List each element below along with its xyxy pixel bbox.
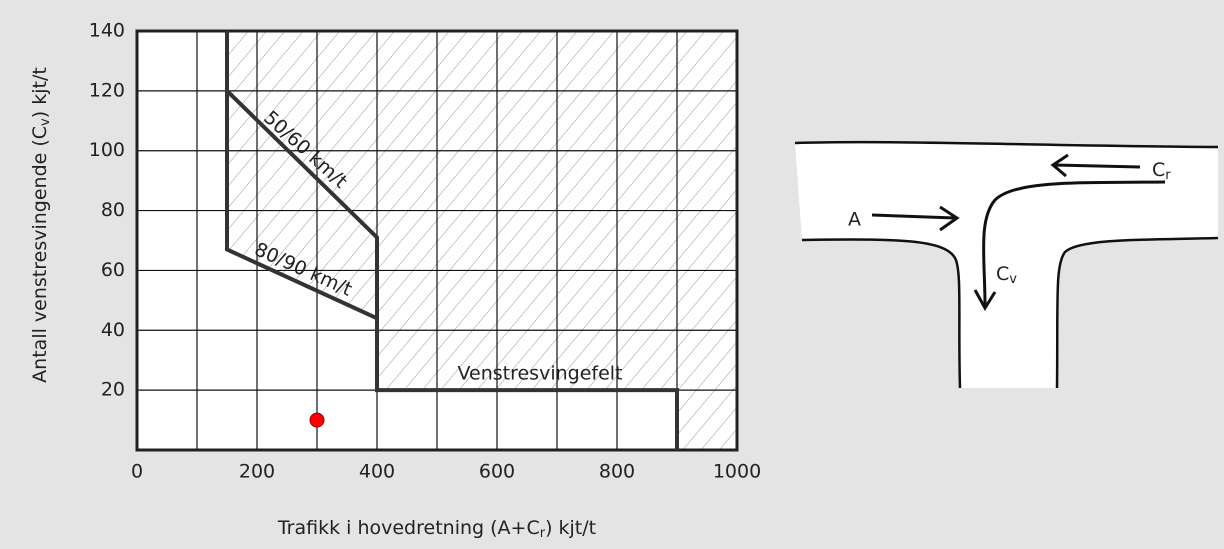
y-tick-label: 80 — [101, 199, 125, 221]
x-tick-label: 800 — [599, 461, 635, 483]
x-label-text: Trafikk i hovedretning (A+C — [277, 517, 540, 539]
x-axis-label: Trafikk i hovedretning (A+Cr) kjt/t — [277, 517, 596, 541]
x-tick-label: 400 — [359, 461, 395, 483]
label-a: A — [848, 209, 861, 231]
y-tick-label: 20 — [101, 379, 125, 401]
y-tick-label: 100 — [89, 139, 125, 161]
x-tick-label: 600 — [479, 461, 515, 483]
y-label-text: Antall venstresvingende (C — [29, 126, 51, 383]
road-edge — [1057, 238, 1218, 388]
label-c: C — [996, 263, 1009, 285]
road-edge — [802, 239, 960, 388]
x-tick-label: 1000 — [713, 461, 761, 483]
y-axis-label: Antall venstresvingende (Cv) kjt/t — [29, 67, 53, 383]
x-label-text: ) kjt/t — [545, 517, 596, 539]
label-c: C — [1152, 159, 1165, 181]
x-tick-label: 200 — [239, 461, 275, 483]
label-sub: v — [1009, 272, 1017, 287]
junction-diagram: A Cr Cv — [795, 142, 1218, 388]
chart: 020040060080010002040608010012014050/60 … — [0, 0, 1224, 549]
label-sub: r — [1165, 168, 1171, 183]
data-point — [310, 413, 324, 427]
x-tick-label: 0 — [131, 461, 143, 483]
y-tick-label: 140 — [89, 20, 125, 42]
annotation: Venstresvingefelt — [457, 363, 622, 385]
y-tick-label: 120 — [89, 79, 125, 101]
y-label-text: ) kjt/t — [29, 67, 51, 118]
y-tick-label: 40 — [101, 319, 125, 341]
y-tick-label: 60 — [101, 259, 125, 281]
